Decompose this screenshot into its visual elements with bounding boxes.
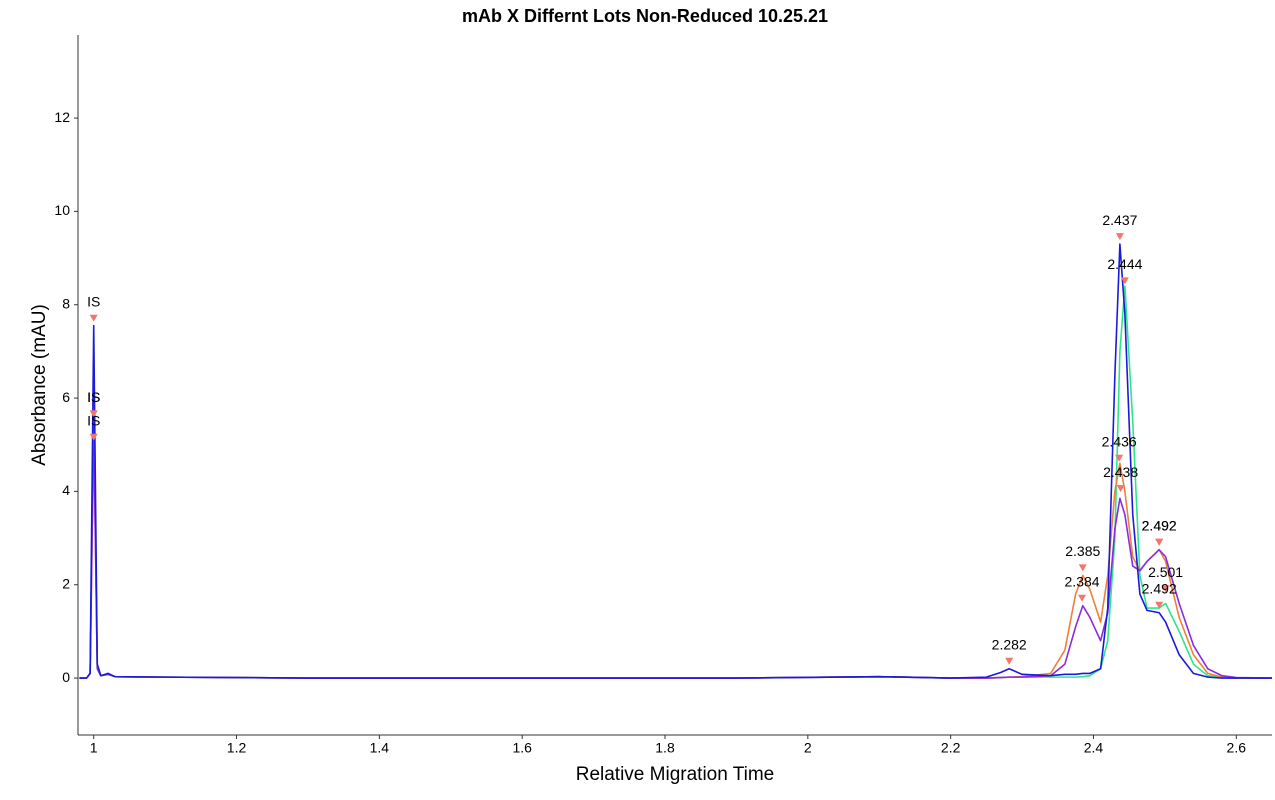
peak-marker	[1155, 601, 1164, 609]
x-axis-label: Relative Migration Time	[576, 764, 775, 785]
peak-label: 2.437	[1102, 212, 1137, 228]
peak-label: 2.492	[1142, 517, 1177, 533]
peak-marker	[1120, 277, 1129, 285]
peak-marker	[89, 433, 98, 441]
x-tick-label: 1.2	[227, 740, 247, 756]
x-tick-label: 1.6	[512, 740, 532, 756]
peak-marker	[1161, 585, 1170, 593]
y-tick-label: 4	[62, 482, 70, 498]
x-tick-label: 2.4	[1084, 740, 1104, 756]
peak-label: IS	[87, 412, 100, 428]
chart-title: mAb X Differnt Lots Non-Reduced 10.25.21	[462, 6, 828, 26]
peak-label: 2.492	[1142, 517, 1177, 533]
peak-marker	[89, 314, 98, 322]
peak-label: 2.282	[992, 636, 1027, 652]
peak-label: 2.444	[1107, 256, 1142, 272]
peak-label: 2.436	[1102, 433, 1137, 449]
peak-marker	[1115, 233, 1124, 241]
peak-marker	[1078, 594, 1087, 602]
peak-marker	[1078, 564, 1087, 572]
y-axis-label: Absorbance (mAU)	[29, 304, 50, 466]
y-tick-label: 6	[62, 389, 70, 405]
y-tick-label: 0	[62, 669, 70, 685]
x-tick-label: 2	[804, 740, 812, 756]
y-tick-label: 2	[62, 575, 70, 591]
peak-marker	[1005, 657, 1014, 665]
peak-label: IS	[87, 389, 100, 405]
y-tick-label: 10	[54, 202, 70, 218]
peak-label: 2.492	[1142, 580, 1177, 596]
peak-label: IS	[87, 389, 100, 405]
y-tick-label: 8	[62, 295, 70, 311]
peak-marker	[1155, 538, 1164, 546]
x-tick-label: 2.2	[941, 740, 961, 756]
x-tick-label: 1.8	[655, 740, 675, 756]
peak-marker	[1115, 454, 1124, 462]
series-line	[79, 285, 1272, 679]
y-tick-label: 12	[54, 109, 70, 125]
x-tick-label: 1.4	[370, 740, 390, 756]
series-line	[79, 243, 1272, 679]
x-tick-label: 1	[90, 740, 98, 756]
x-tick-label: 2.6	[1227, 740, 1247, 756]
peak-label: 2.501	[1148, 564, 1183, 580]
peak-label: 2.438	[1103, 464, 1138, 480]
peak-label: IS	[87, 293, 100, 309]
peak-label: 2.384	[1065, 573, 1100, 589]
peak-marker	[89, 410, 98, 418]
peak-marker	[1116, 485, 1125, 493]
peak-label: 2.385	[1065, 543, 1100, 559]
